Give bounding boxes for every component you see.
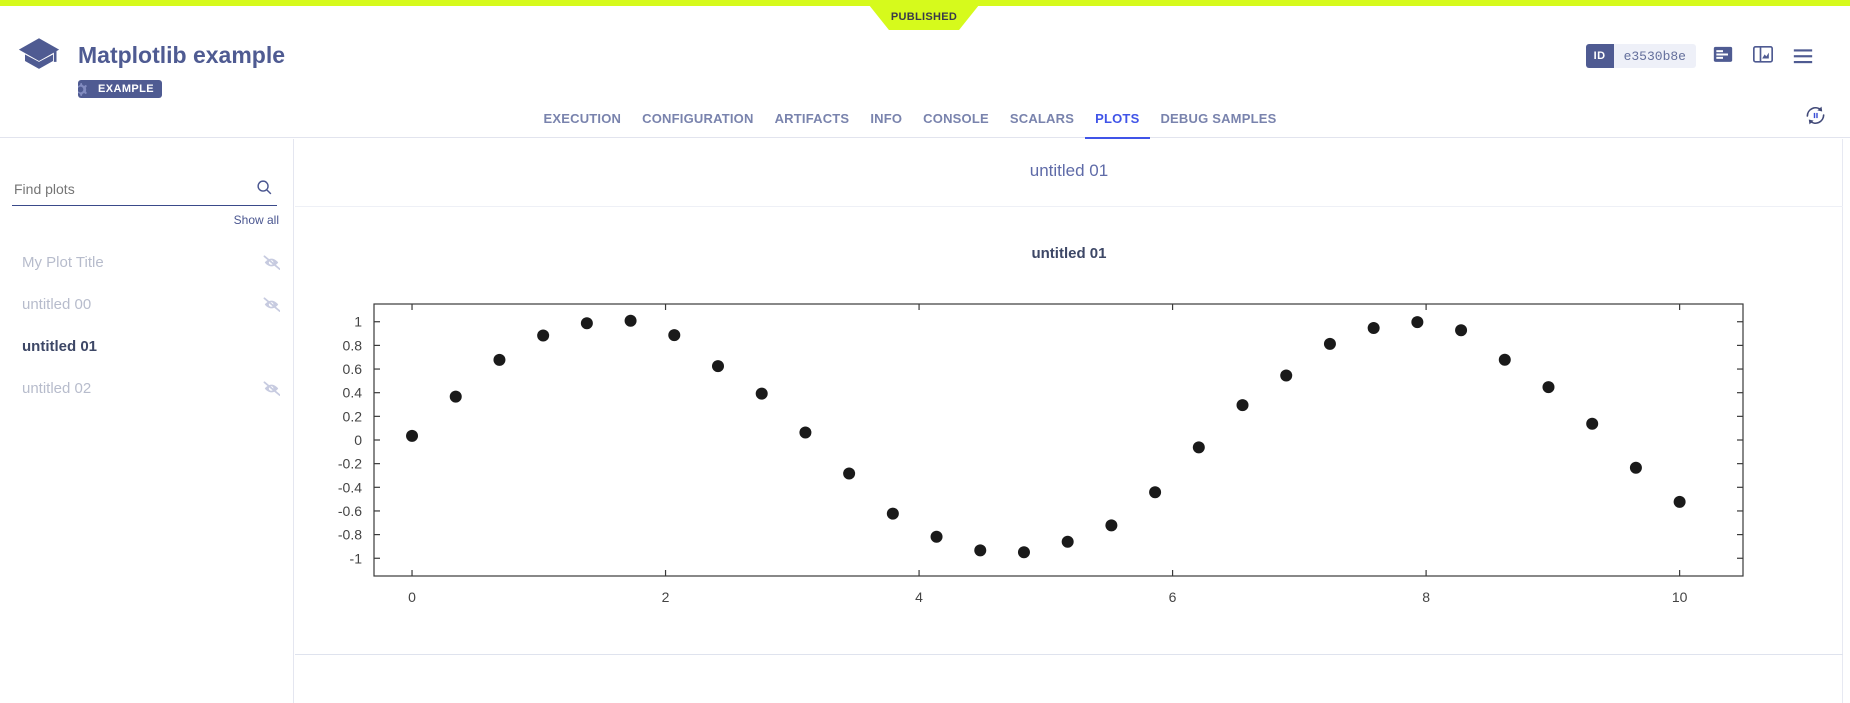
svg-text:-0.2: -0.2	[338, 456, 362, 472]
svg-text:8: 8	[1422, 589, 1430, 605]
svg-text:1: 1	[354, 314, 362, 330]
svg-text:-0.4: -0.4	[338, 479, 362, 495]
svg-text:4: 4	[915, 589, 923, 605]
svg-text:0.6: 0.6	[343, 361, 363, 377]
svg-text:0: 0	[354, 432, 362, 448]
svg-text:-0.8: -0.8	[338, 527, 362, 543]
svg-text:0.8: 0.8	[343, 337, 363, 353]
svg-text:0.2: 0.2	[343, 408, 363, 424]
svg-text:10: 10	[1672, 589, 1688, 605]
svg-text:2: 2	[662, 589, 670, 605]
svg-text:-1: -1	[350, 550, 363, 566]
svg-text:6: 6	[1169, 589, 1177, 605]
svg-text:-0.6: -0.6	[338, 503, 362, 519]
svg-text:0: 0	[408, 589, 416, 605]
svg-text:0.4: 0.4	[343, 385, 363, 401]
